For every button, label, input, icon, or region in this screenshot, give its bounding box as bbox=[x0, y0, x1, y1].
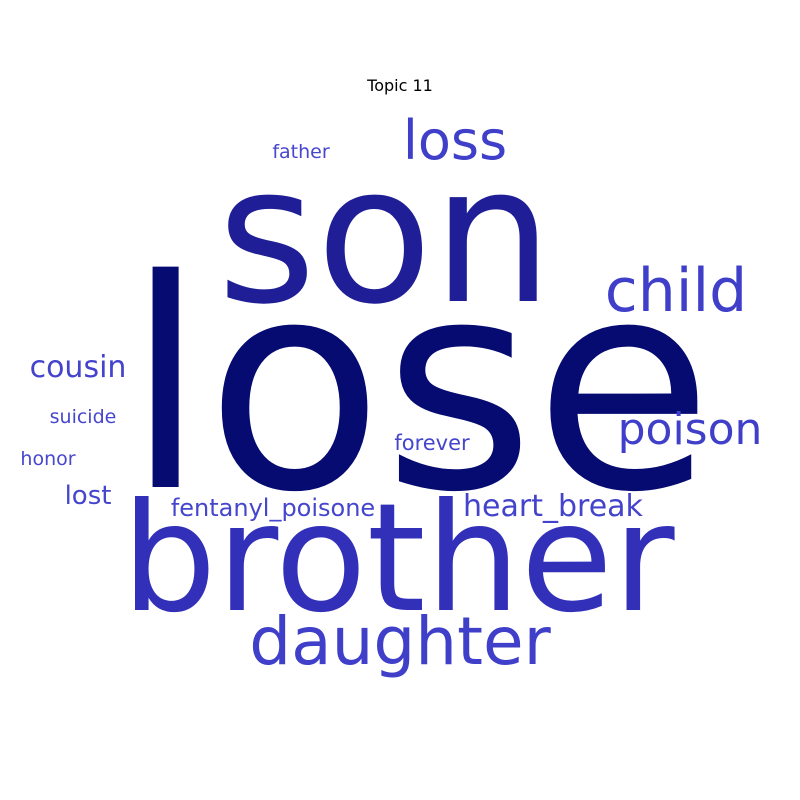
cloud-word-suicide: suicide bbox=[50, 406, 117, 428]
cloud-word-honor: honor bbox=[20, 448, 75, 470]
cloud-word-son: son bbox=[217, 125, 553, 346]
chart-title: Topic 11 bbox=[367, 76, 433, 95]
cloud-word-forever: forever bbox=[394, 431, 470, 455]
cloud-word-fentanyl-poisone: fentanyl_poisone bbox=[171, 494, 375, 522]
cloud-word-lost: lost bbox=[65, 481, 112, 511]
cloud-word-loss: loss bbox=[403, 109, 507, 172]
cloud-word-lose: lose bbox=[125, 219, 713, 556]
cloud-word-poison: poison bbox=[618, 404, 763, 455]
cloud-word-cousin: cousin bbox=[30, 350, 127, 385]
cloud-word-brother: brother bbox=[121, 472, 675, 646]
cloud-word-father: father bbox=[272, 141, 330, 163]
cloud-word-daughter: daughter bbox=[249, 603, 551, 680]
cloud-word-child: child bbox=[605, 256, 747, 326]
cloud-word-heart-break: heart_break bbox=[463, 489, 644, 524]
